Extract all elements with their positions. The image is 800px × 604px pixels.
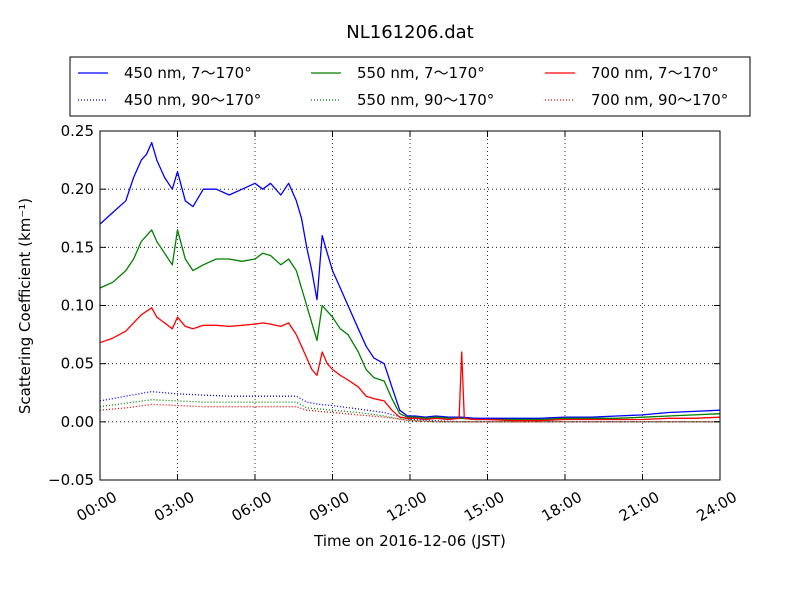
x-axis-label: Time on 2016-12-06 (JST) xyxy=(313,532,506,550)
y-tick-label: 0.20 xyxy=(61,180,94,198)
legend-label: 550 nm, 90～170° xyxy=(357,91,494,109)
series-line xyxy=(99,307,721,422)
legend-label: 450 nm, 7～170° xyxy=(124,64,252,82)
series-line xyxy=(99,390,720,423)
y-tick-label: 0.25 xyxy=(61,122,94,140)
y-tick-label: 0.05 xyxy=(61,355,94,373)
y-axis-label: Scattering Coefficient (km⁻¹) xyxy=(16,198,34,414)
legend-box xyxy=(69,56,751,117)
y-tick-label: 0.15 xyxy=(61,238,94,256)
series-line xyxy=(99,399,720,423)
legend-label: 700 nm, 7～170° xyxy=(591,64,719,82)
series-lines xyxy=(99,141,721,423)
legend: 450 nm, 7～170° 550 nm, 7～170° 700 nm, 7～17… xyxy=(69,56,751,117)
y-tick-label: 0.00 xyxy=(61,413,94,431)
chart-title: NL161206.dat xyxy=(346,22,473,43)
legend-label: 700 nm, 90～170° xyxy=(591,91,728,109)
series-line xyxy=(99,141,721,419)
legend-label: 450 nm, 90～170° xyxy=(124,91,261,109)
legend-label: 550 nm, 7～170° xyxy=(357,64,485,82)
y-tick-label: −0.05 xyxy=(48,471,94,489)
y-tick-label: 0.10 xyxy=(61,297,94,315)
